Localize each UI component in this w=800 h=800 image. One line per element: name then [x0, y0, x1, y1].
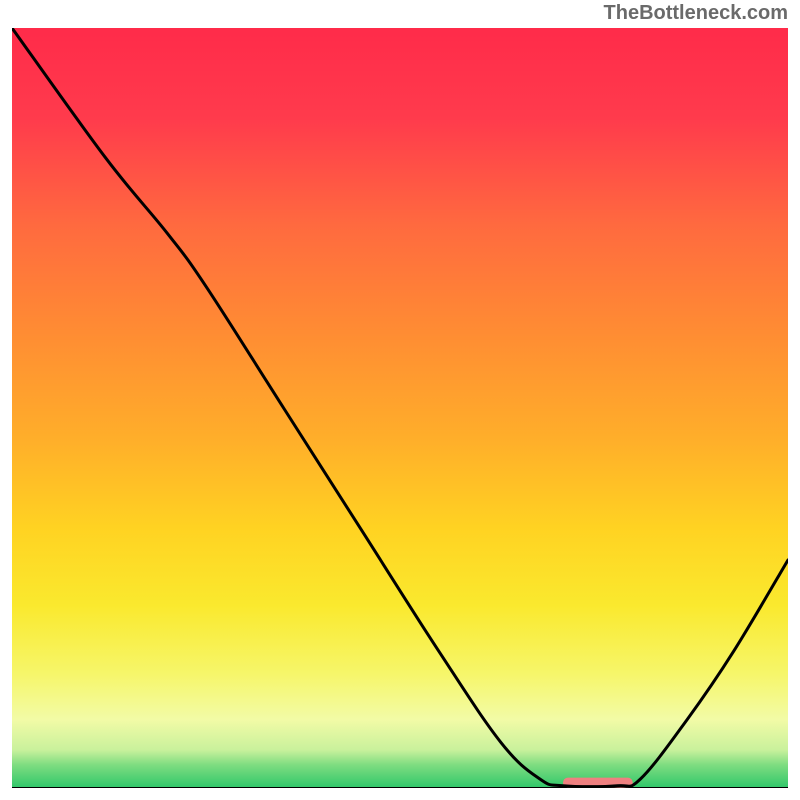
chart-background [12, 28, 788, 788]
chart-container [12, 28, 788, 788]
bottleneck-chart [12, 28, 788, 788]
watermark-text: TheBottleneck.com [604, 2, 788, 25]
